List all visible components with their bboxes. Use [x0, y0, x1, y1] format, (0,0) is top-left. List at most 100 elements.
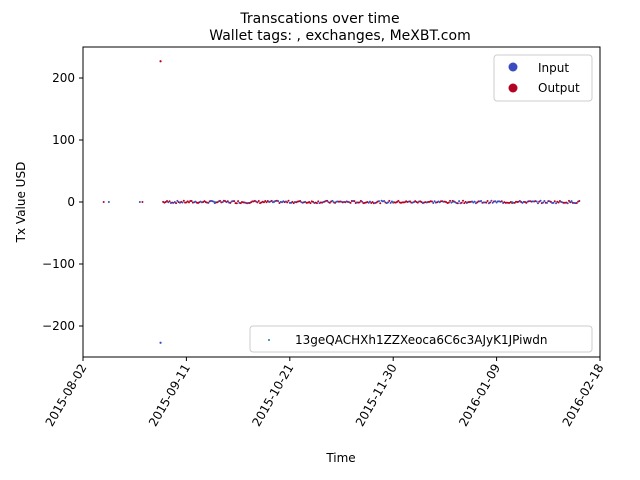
data-points	[102, 60, 581, 344]
data-point	[495, 201, 498, 204]
data-point	[361, 200, 364, 203]
data-point	[299, 199, 302, 202]
y-axis-label: Tx Value USD	[14, 162, 28, 244]
data-point	[349, 201, 352, 204]
y-tick-label: −100	[42, 257, 75, 271]
data-point	[566, 202, 569, 205]
data-point	[451, 201, 454, 203]
data-point	[490, 199, 493, 202]
x-tick-label: 2015-10-21	[249, 362, 296, 429]
data-point	[221, 201, 224, 204]
data-point	[552, 201, 555, 204]
data-point	[138, 201, 141, 203]
data-point	[555, 202, 558, 205]
data-point	[315, 202, 318, 205]
data-point	[473, 200, 476, 203]
data-point	[463, 202, 466, 205]
data-point	[539, 199, 542, 202]
data-point	[460, 201, 463, 204]
data-point	[432, 202, 435, 205]
data-point	[486, 199, 489, 202]
data-point	[219, 199, 222, 202]
data-point	[456, 202, 459, 205]
data-point	[500, 200, 503, 203]
data-point	[397, 199, 400, 202]
data-point	[328, 201, 331, 204]
data-point	[141, 201, 144, 203]
data-point	[278, 202, 281, 205]
x-tick-label: 2016-02-18	[560, 362, 607, 429]
x-axis-ticks: 2015-08-02 2015-09-11 2015-10-21 2015-11-30…	[43, 357, 607, 429]
data-point	[102, 201, 105, 203]
data-point	[317, 200, 320, 203]
legend-output-label: Output	[538, 81, 580, 95]
data-point	[567, 199, 570, 202]
data-point	[536, 202, 539, 205]
data-point	[207, 201, 210, 204]
data-point	[447, 201, 450, 204]
legend-address-label: 13geQACHXh1ZZXeoca6C6c3AJyK1JPiwdn	[295, 333, 548, 347]
data-point	[291, 200, 294, 203]
data-point	[182, 199, 185, 202]
data-point	[292, 202, 295, 205]
data-point	[557, 201, 560, 204]
legend-lower: 13geQACHXh1ZZXeoca6C6c3AJyK1JPiwdn	[249, 325, 593, 353]
data-point	[176, 199, 179, 202]
y-tick-label: 100	[52, 133, 75, 147]
y-axis-ticks: −200 −100 0 100 200	[42, 71, 83, 333]
x-axis-label: Time	[325, 451, 355, 465]
data-point	[358, 201, 361, 204]
data-point	[308, 200, 311, 203]
data-point	[264, 199, 267, 202]
data-point	[181, 201, 184, 204]
data-point-outlier	[159, 341, 162, 344]
data-point	[265, 201, 268, 204]
data-point	[578, 199, 581, 202]
data-point	[553, 200, 556, 203]
data-point	[525, 201, 528, 204]
data-point	[387, 201, 390, 204]
data-point	[332, 201, 335, 203]
data-point-outlier	[159, 60, 162, 63]
data-point	[368, 200, 371, 203]
data-point	[257, 200, 260, 203]
data-point	[190, 200, 193, 203]
data-point	[377, 200, 380, 203]
data-point	[187, 201, 190, 204]
data-point	[237, 200, 240, 203]
data-point	[229, 201, 232, 204]
legend-upper-frame	[493, 54, 593, 102]
legend-address-marker	[268, 339, 270, 341]
data-point	[273, 201, 276, 203]
data-point	[433, 200, 436, 203]
data-point	[277, 200, 280, 203]
data-point	[409, 200, 412, 203]
legend-lower-frame	[249, 325, 593, 353]
legend-input-marker	[508, 62, 518, 72]
data-point	[494, 200, 497, 203]
data-point	[485, 201, 488, 204]
legend-output-marker	[508, 83, 518, 93]
x-tick-label: 2015-08-02	[43, 362, 90, 429]
data-point	[392, 201, 395, 203]
data-point	[389, 201, 392, 204]
x-tick-label: 2015-09-11	[146, 362, 193, 429]
data-point	[331, 199, 334, 202]
data-point	[535, 200, 538, 203]
data-point	[480, 200, 483, 203]
data-point	[309, 202, 312, 205]
data-point	[226, 200, 229, 203]
data-point	[107, 201, 110, 203]
y-tick-label: 200	[52, 71, 75, 85]
data-point	[449, 199, 452, 202]
chart-title: Transcations over time	[239, 11, 399, 27]
data-point	[312, 200, 315, 203]
data-point	[262, 201, 265, 204]
data-point	[543, 199, 546, 202]
data-point	[546, 201, 549, 204]
data-point	[383, 199, 386, 202]
data-point	[166, 200, 169, 203]
data-point	[168, 200, 171, 203]
data-point	[388, 199, 391, 202]
data-point	[233, 200, 236, 203]
